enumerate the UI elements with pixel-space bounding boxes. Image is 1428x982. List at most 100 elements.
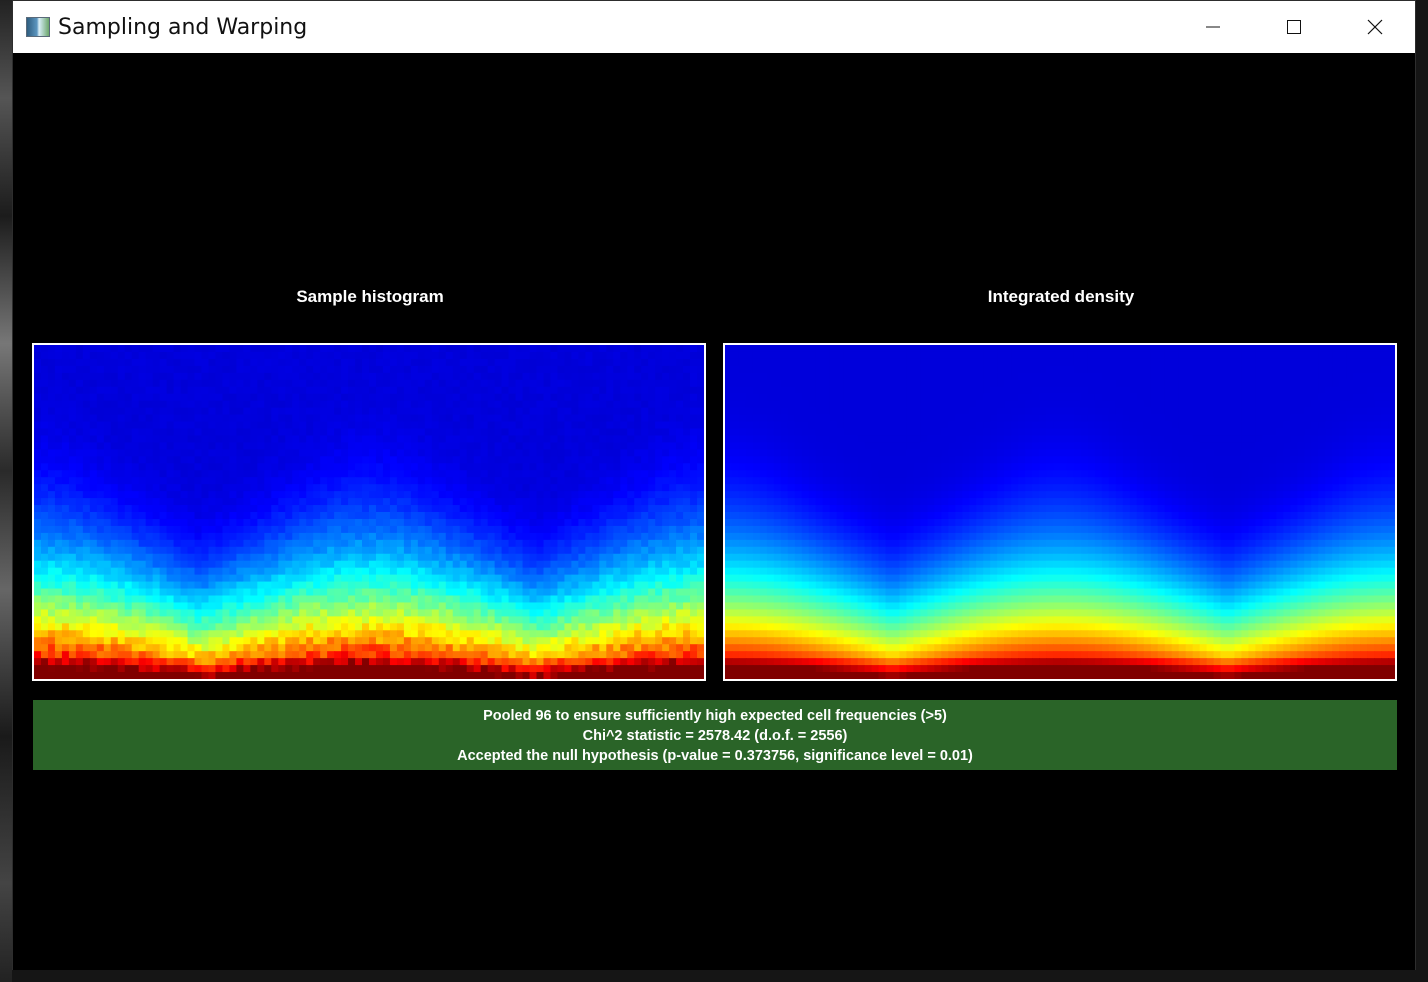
heatmap-cell (396, 609, 405, 617)
heatmap-cell (662, 379, 670, 388)
heatmap-cell (648, 644, 656, 652)
heatmap-cell (117, 665, 126, 673)
heatmap-cell (592, 470, 600, 478)
heatmap-cell (369, 672, 377, 679)
heatmap-cell (152, 512, 161, 520)
heatmap-cell (480, 644, 489, 652)
heatmap-cell (54, 665, 63, 673)
heatmap-cell (327, 672, 335, 679)
heatmap-cell (424, 658, 433, 666)
heatmap-cell (550, 560, 559, 569)
heatmap-cell (264, 616, 272, 624)
heatmap-cell (173, 351, 182, 360)
heatmap-cell (466, 637, 475, 645)
heatmap-cell (487, 505, 496, 513)
heatmap-cell (299, 463, 307, 471)
heatmap-cell (40, 456, 49, 464)
heatmap-cell (1046, 345, 1054, 353)
heatmap-cell (348, 477, 356, 485)
heatmap-cell (403, 379, 412, 388)
heatmap-cell (508, 672, 517, 679)
heatmap-cell (131, 351, 140, 360)
heatmap-cell (327, 658, 335, 666)
heatmap-cell (494, 512, 503, 520)
heatmap-cell (194, 442, 203, 450)
heatmap-cell (606, 672, 614, 679)
heatmap-cell (571, 672, 579, 679)
heatmap-cell (417, 560, 426, 569)
heatmap-cell (389, 498, 398, 506)
heatmap-cell (599, 463, 607, 471)
heatmap-cell (571, 658, 579, 666)
heatmap-cell (187, 539, 196, 548)
heatmap-cell (215, 358, 224, 367)
heatmap-cell (396, 651, 405, 659)
heatmap-cell (599, 637, 607, 645)
heatmap-cell (124, 498, 133, 506)
close-button[interactable] (1334, 1, 1415, 53)
heatmap-cell (1255, 365, 1263, 374)
heatmap-cell (536, 393, 545, 402)
heatmap-cell (571, 491, 579, 499)
heatmap-cell (34, 658, 42, 666)
heatmap-cell (110, 435, 119, 444)
heatmap-cell (522, 595, 531, 604)
heatmap-cell (466, 609, 475, 617)
heatmap-cell (641, 407, 649, 416)
heatmap-cell (54, 602, 63, 611)
heatmap-cell (452, 532, 461, 541)
heatmap-cell (543, 477, 552, 485)
heatmap-cell (536, 449, 545, 457)
heatmap-cell (369, 658, 377, 666)
heatmap-cell (627, 463, 635, 471)
heatmap-cell (124, 379, 133, 388)
heatmap-cell (152, 414, 161, 423)
heatmap-cell (515, 463, 524, 471)
heatmap-cell (355, 546, 363, 555)
heatmap-cell (271, 386, 279, 395)
heatmap-cell (571, 644, 579, 652)
heatmap-cell (1087, 365, 1096, 374)
heatmap-cell (369, 581, 377, 590)
title-bar[interactable]: Sampling and Warping (13, 1, 1415, 53)
heatmap-cell (375, 463, 384, 471)
heatmap-cell (34, 400, 42, 409)
heatmap-cell (410, 553, 419, 562)
heatmap-cell (648, 407, 656, 416)
heatmap-cell (187, 609, 196, 617)
heatmap-cell (403, 400, 412, 409)
minimize-button[interactable] (1172, 1, 1253, 53)
heatmap-cell (403, 532, 412, 541)
heatmap-cell (215, 581, 224, 590)
heatmap-cell (341, 400, 349, 409)
maximize-button[interactable] (1253, 1, 1334, 53)
heatmap-cell (1367, 358, 1375, 367)
heatmap-cell (159, 602, 168, 611)
heatmap-cell (1157, 358, 1166, 367)
heatmap-cell (145, 484, 154, 492)
heatmap-cell (487, 525, 496, 534)
heatmap-cell (494, 456, 503, 464)
heatmap-cell (655, 546, 663, 555)
heatmap-cell (592, 665, 600, 673)
heatmap-cell (243, 595, 251, 604)
heatmap-cell (550, 602, 559, 611)
heatmap-cell (410, 470, 419, 478)
heatmap-cell (536, 665, 545, 673)
heatmap-cell (382, 435, 391, 444)
heatmap-cell (145, 595, 154, 604)
heatmap-cell (1108, 351, 1117, 360)
heatmap-cell (40, 609, 49, 617)
heatmap-cell (236, 665, 244, 673)
heatmap-cell (54, 644, 63, 652)
heatmap-cell (676, 658, 684, 666)
heatmap-cell (417, 372, 426, 381)
heatmap-cell (452, 456, 461, 464)
heatmap-cell (334, 574, 342, 583)
heatmap-cell (215, 407, 224, 416)
heatmap-cell (878, 345, 887, 353)
heatmap-cell (145, 539, 154, 548)
heatmap-cell (89, 414, 98, 423)
heatmap-cell (320, 477, 328, 485)
heatmap-cell (571, 637, 579, 645)
